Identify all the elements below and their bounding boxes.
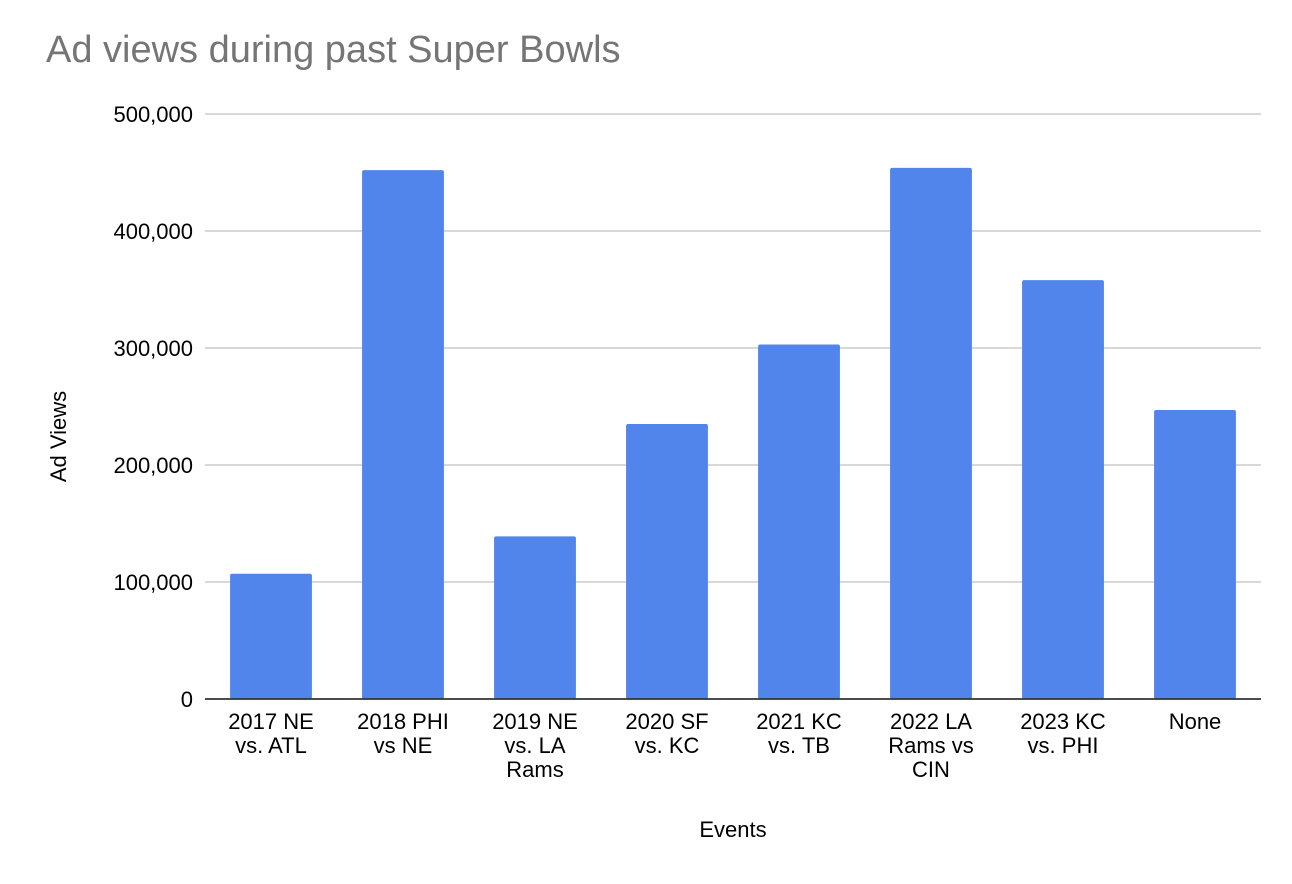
- x-tick-label-line: 2017 NE: [228, 709, 314, 734]
- x-tick-label-line: None: [1169, 709, 1222, 734]
- chart-title: Ad views during past Super Bowls: [46, 29, 621, 71]
- x-tick-label: 2022 LA Rams vs CIN: [888, 709, 974, 782]
- y-axis-ticks: 0 100,000 200,000 300,000 400,000 500,000: [113, 102, 193, 712]
- x-tick-label-line: Rams: [506, 757, 563, 782]
- bar: [1022, 280, 1104, 699]
- y-tick-label: 300,000: [113, 336, 193, 361]
- x-tick-label: 2021 KC vs. TB: [756, 709, 842, 758]
- x-tick-label: 2019 NE vs. LA Rams: [492, 709, 578, 782]
- y-tick-label: 400,000: [113, 219, 193, 244]
- x-axis-ticks: 2017 NE vs. ATL 2018 PHI vs NE 2019 NE vs. LA…: [228, 709, 1221, 782]
- x-tick-label-line: 2019 NE: [492, 709, 578, 734]
- x-tick-label-line: vs. TB: [768, 733, 830, 758]
- x-tick-label-line: Rams vs: [888, 733, 974, 758]
- y-tick-label: 200,000: [113, 453, 193, 478]
- bar: [494, 536, 576, 699]
- bars: [230, 167, 1236, 699]
- bar: [626, 424, 708, 699]
- x-tick-label: 2023 KC vs. PHI: [1020, 709, 1106, 758]
- x-tick-label-line: vs NE: [374, 733, 433, 758]
- x-tick-label-line: vs. ATL: [235, 733, 307, 758]
- x-tick-label-line: vs. PHI: [1028, 733, 1099, 758]
- x-tick-label: 2018 PHI vs NE: [357, 709, 449, 758]
- bar: [230, 573, 312, 699]
- y-axis-title: Ad Views: [46, 391, 71, 482]
- x-tick-label-line: 2023 KC: [1020, 709, 1106, 734]
- x-tick-label: 2020 SF vs. KC: [625, 709, 708, 758]
- x-tick-label: None: [1169, 709, 1222, 734]
- y-tick-label: 500,000: [113, 102, 193, 127]
- bar: [890, 167, 972, 699]
- x-tick-label-line: 2018 PHI: [357, 709, 449, 734]
- x-tick-label: 2017 NE vs. ATL: [228, 709, 314, 758]
- bar: [362, 170, 444, 699]
- x-tick-label-line: CIN: [912, 757, 950, 782]
- y-tick-label: 0: [181, 687, 193, 712]
- x-tick-label-line: vs. KC: [635, 733, 700, 758]
- x-tick-label-line: 2021 KC: [756, 709, 842, 734]
- x-tick-label-line: 2022 LA: [890, 709, 972, 734]
- x-tick-label-line: 2020 SF: [625, 709, 708, 734]
- x-tick-label-line: vs. LA: [504, 733, 565, 758]
- x-axis-title: Events: [699, 817, 766, 842]
- y-tick-label: 100,000: [113, 570, 193, 595]
- bar: [758, 344, 840, 699]
- bar: [1154, 410, 1236, 699]
